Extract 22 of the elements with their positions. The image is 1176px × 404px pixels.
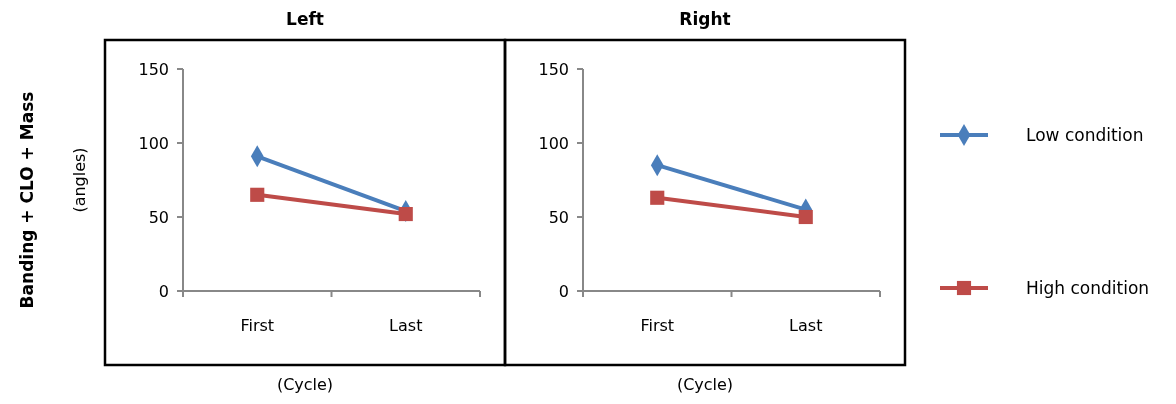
y-axis-title: (angles) [70, 147, 89, 213]
y-tick-label: 150 [138, 59, 169, 79]
x-tick-label: Last [389, 316, 423, 335]
x-tick-label: Last [789, 316, 823, 335]
y-tick-label: 0 [558, 281, 569, 301]
x-tick-label: First [240, 316, 275, 335]
x-tick-label: First [640, 316, 675, 335]
x-axis-title: (Cycle) [276, 375, 334, 394]
y-tick-label: 100 [538, 133, 569, 153]
point [250, 187, 265, 202]
chart-title: Left [286, 9, 324, 29]
legend-label: High condition [1026, 277, 1150, 298]
legend-label: Low condition [1026, 124, 1144, 145]
point [650, 190, 665, 205]
y-tick-label: 0 [158, 281, 169, 301]
text: Banding + CLO + Mass [17, 91, 37, 309]
y-tick-label: 150 [538, 59, 569, 79]
y-tick-label: 50 [148, 207, 169, 227]
chart-title: Right [679, 9, 731, 29]
y-tick-label: 100 [138, 133, 169, 153]
x-axis-title: (Cycle) [676, 375, 734, 394]
y-tick-label: 50 [548, 207, 569, 227]
